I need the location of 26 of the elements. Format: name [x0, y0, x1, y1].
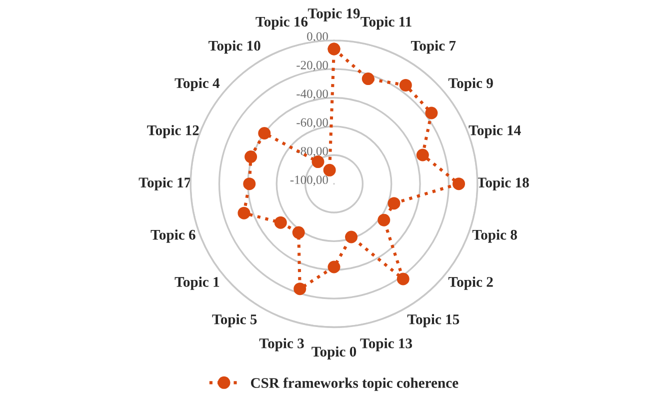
spoke-label: Topic 0	[312, 346, 356, 360]
spoke-label: Topic 11	[360, 16, 412, 30]
spoke-label: Topic 14	[468, 124, 521, 138]
y-tick-label: -40,00	[296, 90, 328, 100]
legend-label: CSR frameworks topic coherence	[250, 378, 458, 391]
spoke-label: Topic 5	[212, 314, 257, 328]
spoke-label: Topic 13	[360, 338, 412, 352]
y-tick-label: -20,00	[296, 60, 328, 72]
y-tick-label: -100,00	[290, 176, 328, 186]
spoke-label: Topic 10	[208, 40, 260, 54]
spoke-label: Topic 2	[448, 276, 493, 290]
spoke-label: Topic 1	[174, 276, 220, 290]
spoke-label: Topic 15	[407, 314, 460, 328]
spoke-label: Topic 6	[150, 229, 196, 243]
spoke-label: Topic 8	[472, 229, 517, 243]
spoke-label: Topic 17	[138, 177, 191, 190]
spoke-label: Topic 16	[256, 16, 308, 30]
spoke-label: Topic 12	[147, 124, 199, 138]
spoke-label: Topic 18	[477, 177, 529, 190]
spoke-label: Topic 7	[411, 40, 456, 54]
spoke-label: Topic 3	[259, 338, 304, 352]
y-tick-label: 0,00	[307, 32, 328, 42]
spoke-label: Topic 9	[448, 78, 493, 92]
y-tick-label: -60,00	[296, 118, 328, 128]
spoke-label: Topic 4	[174, 78, 220, 92]
spoke-label: Topic 19	[308, 8, 360, 22]
